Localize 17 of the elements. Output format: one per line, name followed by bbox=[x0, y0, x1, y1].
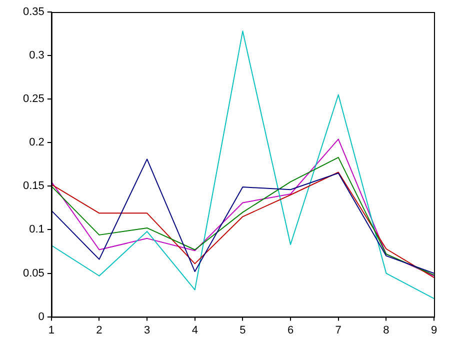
x-tick-label: 7 bbox=[335, 324, 342, 336]
y-tick-label: 0.35 bbox=[22, 6, 44, 18]
x-tick-label: 4 bbox=[192, 324, 198, 336]
x-tick-label: 1 bbox=[48, 324, 54, 336]
y-tick-label: 0.2 bbox=[29, 136, 44, 149]
x-tick-label: 9 bbox=[430, 324, 438, 336]
x-tick-label: 6 bbox=[287, 324, 294, 336]
x-tick-label: 5 bbox=[240, 324, 246, 336]
y-tick-label: 0.3 bbox=[29, 50, 44, 62]
y-tick-label: 0.1 bbox=[29, 224, 44, 236]
y-tick-label: 0.15 bbox=[22, 180, 44, 192]
x-tick-label: 8 bbox=[383, 324, 390, 336]
y-tick-label: 0.05 bbox=[22, 267, 44, 280]
x-tick-label: 3 bbox=[144, 324, 150, 336]
y-tick-label: 0 bbox=[38, 310, 44, 323]
y-tick-label: 0.25 bbox=[22, 93, 44, 106]
x-tick-label: 2 bbox=[96, 324, 102, 336]
